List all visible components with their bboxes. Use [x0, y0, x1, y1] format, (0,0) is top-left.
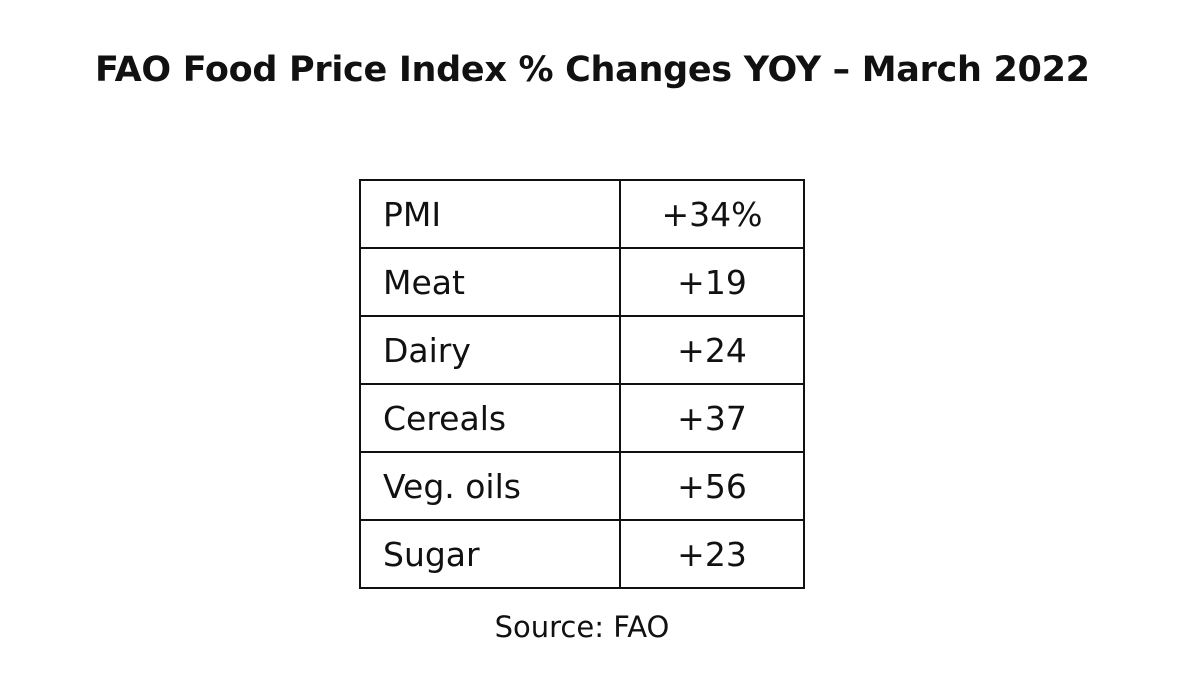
change-cell: +37 [619, 383, 805, 453]
category-cell: Sugar [359, 519, 621, 589]
table-body: PMI +34% Meat +19 Dairy +24 Cereals +37 Veg. oil… [359, 179, 805, 589]
category-cell: PMI [359, 179, 621, 249]
table-row: Meat +19 [359, 247, 805, 317]
category-cell: Dairy [359, 315, 621, 385]
category-cell: Cereals [359, 383, 621, 453]
change-cell: +56 [619, 451, 805, 521]
change-cell: +34% [619, 179, 805, 249]
price-table: PMI +34% Meat +19 Dairy +24 Cereals +37 Veg. oil… [359, 179, 805, 589]
table-row: PMI +34% [359, 179, 805, 249]
table-row: Cereals +37 [359, 383, 805, 453]
category-cell: Meat [359, 247, 621, 317]
source-note: Source: FAO [494, 610, 670, 644]
change-cell: +19 [619, 247, 805, 317]
category-cell: Veg. oils [359, 451, 621, 521]
change-cell: +24 [619, 315, 805, 385]
change-cell: +23 [619, 519, 805, 589]
table-row: Dairy +24 [359, 315, 805, 385]
title: FAO Food Price Index % Changes YOY – Mar… [95, 50, 1090, 90]
table-row: Veg. oils +56 [359, 451, 805, 521]
table-row: Sugar +23 [359, 519, 805, 589]
